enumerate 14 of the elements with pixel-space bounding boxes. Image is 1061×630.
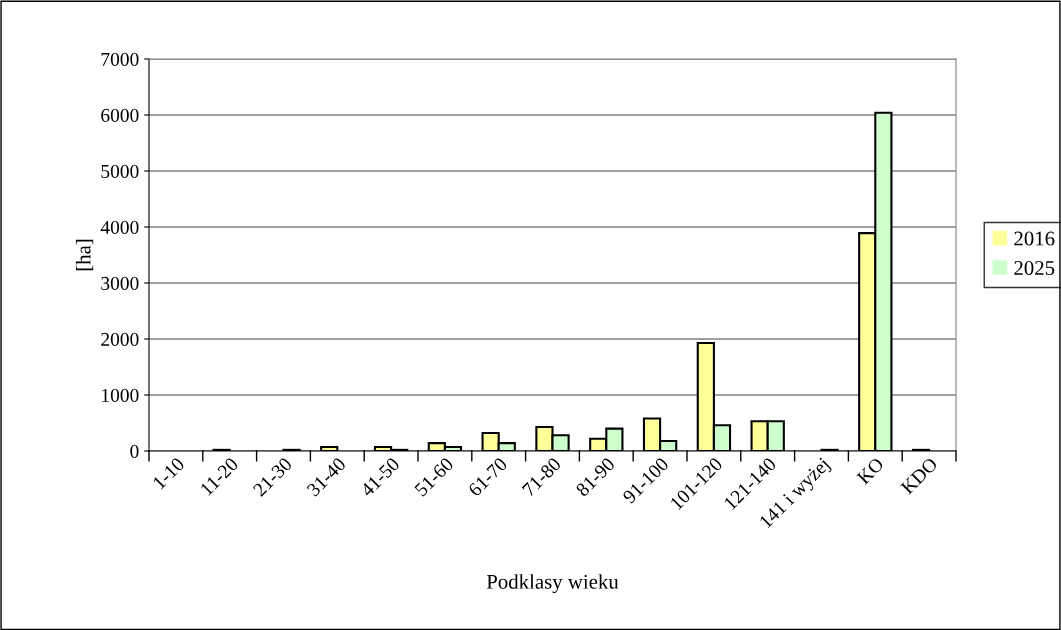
legend-label: 2025: [1014, 260, 1055, 275]
y-tick-label: 6000: [101, 108, 139, 122]
x-tick-label: 1-10: [152, 456, 186, 490]
y-axis-title: [ha]: [75, 239, 94, 271]
x-tick-label: KO: [856, 456, 885, 485]
legend-label: 2016: [1014, 231, 1055, 246]
y-tick-label: 7000: [101, 52, 139, 66]
y-tick-label: 0: [130, 444, 139, 458]
y-tick-label: 2000: [101, 332, 139, 346]
y-tick-label: 4000: [100, 220, 139, 234]
x-axis-title: Podklasy wieku: [486, 574, 619, 594]
y-tick-label: 3000: [101, 276, 139, 290]
y-tick-label: 1000: [102, 388, 139, 402]
y-tick-label: 5000: [101, 164, 139, 178]
